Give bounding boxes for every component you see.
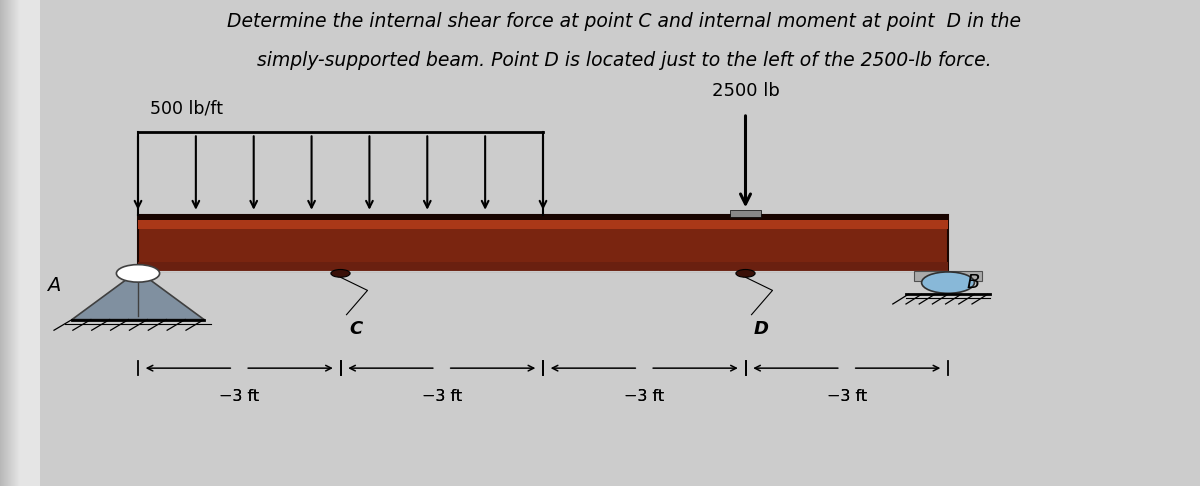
Text: 2500 lb: 2500 lb xyxy=(712,82,780,100)
Bar xyxy=(2,0,23,486)
Bar xyxy=(8,0,29,486)
Text: −3 ft: −3 ft xyxy=(624,389,665,403)
Bar xyxy=(17,0,37,486)
Bar xyxy=(6,0,26,486)
Bar xyxy=(8,0,29,486)
Bar xyxy=(19,0,40,486)
Bar xyxy=(138,220,948,229)
Bar xyxy=(11,0,31,486)
Bar xyxy=(14,0,35,486)
Bar xyxy=(13,0,34,486)
Bar xyxy=(5,0,24,486)
Bar xyxy=(2,0,23,486)
Bar xyxy=(11,0,30,486)
Text: −3 ft: −3 ft xyxy=(220,389,259,403)
Bar xyxy=(138,215,948,271)
Bar xyxy=(14,0,35,486)
Bar xyxy=(1,0,22,486)
Bar xyxy=(13,0,32,486)
Text: B: B xyxy=(966,273,979,293)
Bar xyxy=(16,0,35,486)
Bar xyxy=(11,0,31,486)
Bar xyxy=(14,0,35,486)
Bar xyxy=(19,0,38,486)
Bar xyxy=(730,210,761,218)
Polygon shape xyxy=(72,271,204,320)
Bar xyxy=(6,0,26,486)
Bar xyxy=(7,0,28,486)
Bar xyxy=(7,0,28,486)
Bar xyxy=(2,0,22,486)
Bar xyxy=(7,0,28,486)
Bar xyxy=(1,0,22,486)
Bar xyxy=(12,0,32,486)
Text: −3 ft: −3 ft xyxy=(827,389,866,403)
Bar xyxy=(16,0,36,486)
Circle shape xyxy=(922,272,974,294)
Bar xyxy=(14,0,34,486)
Bar xyxy=(13,0,34,486)
Bar xyxy=(10,0,30,486)
Bar xyxy=(19,0,40,486)
Text: −3 ft: −3 ft xyxy=(827,389,866,403)
Bar xyxy=(17,0,36,486)
Bar xyxy=(1,0,22,486)
Text: C: C xyxy=(349,320,362,338)
Bar xyxy=(4,0,24,486)
Circle shape xyxy=(331,269,350,277)
Bar xyxy=(12,0,31,486)
Bar xyxy=(10,0,29,486)
Bar xyxy=(18,0,37,486)
Bar xyxy=(18,0,38,486)
Bar xyxy=(8,0,28,486)
Bar xyxy=(138,262,948,271)
Bar xyxy=(17,0,37,486)
Text: A: A xyxy=(47,276,60,295)
Bar xyxy=(1,0,20,486)
Bar xyxy=(4,0,23,486)
Bar xyxy=(13,0,34,486)
Bar xyxy=(5,0,25,486)
Bar xyxy=(16,0,36,486)
Bar xyxy=(19,0,38,486)
Text: −3 ft: −3 ft xyxy=(220,389,259,403)
Text: 500 lb/ft: 500 lb/ft xyxy=(150,99,223,117)
Bar xyxy=(10,0,30,486)
Bar xyxy=(10,0,29,486)
Bar xyxy=(11,0,31,486)
Text: D: D xyxy=(754,320,769,338)
Text: −3 ft: −3 ft xyxy=(624,389,665,403)
Text: Determine the internal shear force at point C and internal moment at point  D in: Determine the internal shear force at po… xyxy=(227,12,1021,31)
Bar xyxy=(5,0,25,486)
Bar xyxy=(6,0,25,486)
Bar xyxy=(4,0,24,486)
Bar xyxy=(2,0,23,486)
Bar xyxy=(17,0,37,486)
Circle shape xyxy=(736,269,755,277)
Text: simply-supported beam. Point D is located just to the left of the 2500-lb force.: simply-supported beam. Point D is locate… xyxy=(257,51,991,70)
Bar xyxy=(914,271,982,281)
Bar xyxy=(0,0,20,486)
Text: −3 ft: −3 ft xyxy=(421,389,462,403)
Bar xyxy=(5,0,25,486)
Circle shape xyxy=(116,264,160,282)
Bar xyxy=(138,214,948,220)
Bar xyxy=(12,0,32,486)
Text: −3 ft: −3 ft xyxy=(421,389,462,403)
Bar xyxy=(7,0,26,486)
Bar xyxy=(18,0,38,486)
Bar xyxy=(0,0,20,486)
